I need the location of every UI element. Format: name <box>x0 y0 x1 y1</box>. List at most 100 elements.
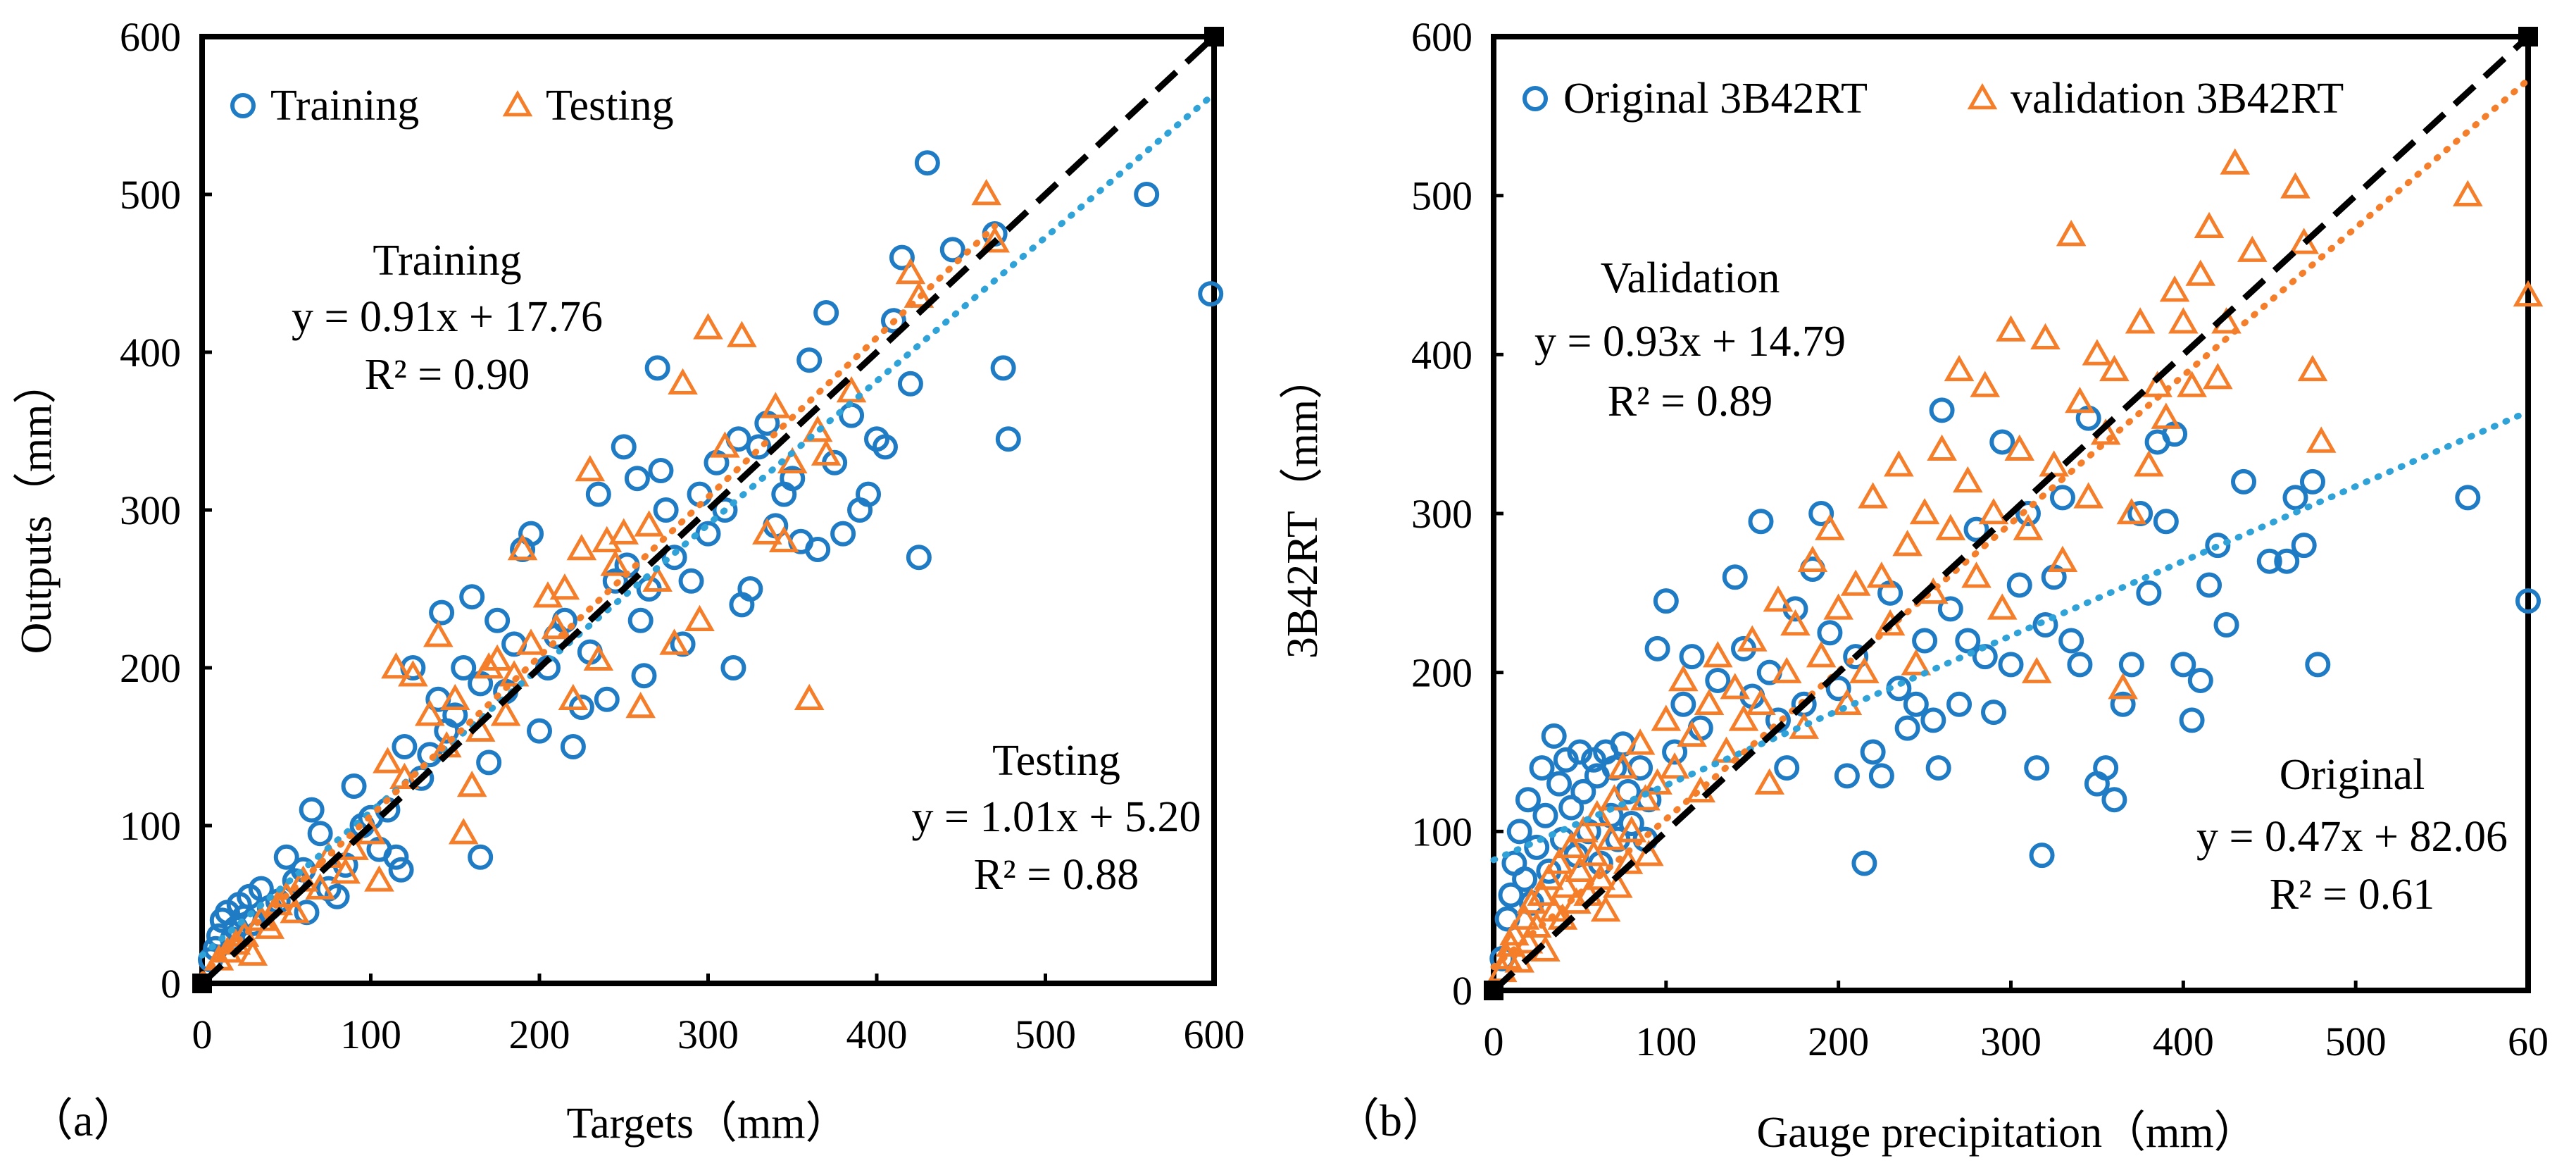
panel-a-data-point <box>527 718 552 744</box>
panel-b-data-point <box>2299 468 2325 495</box>
panel-a-data-point <box>939 237 965 263</box>
panel-b-annotation-line: y = 0.47x + 82.06 <box>2196 813 2508 861</box>
panel-a-data-point <box>476 750 502 776</box>
panel-a-data-point <box>594 686 620 712</box>
panel-a-data-point <box>880 308 906 334</box>
panel-a-data-point <box>566 533 597 561</box>
panel-b-data-point <box>1659 752 1690 779</box>
panel-a-data-point <box>737 576 763 602</box>
panel-b-data-point <box>1618 811 1644 837</box>
panel-b-data-point <box>1771 657 1802 683</box>
panel-b-data-point <box>1642 768 1672 795</box>
panel-a-y-axis-label: Outputs（mm） <box>13 361 61 654</box>
panel-a-panel-label: （a） <box>28 1095 138 1145</box>
panel-b-data-point <box>1498 882 1524 908</box>
panel-b-data-point <box>2116 497 2147 525</box>
panel-b-data-point <box>2013 514 2044 540</box>
panel-b-annotation-line: R² = 0.89 <box>1608 378 1772 425</box>
panel-b-data-point <box>1851 850 1877 876</box>
panel-a-data-point <box>1134 182 1160 207</box>
panel-a-data-point <box>389 762 420 790</box>
panel-b-data-point <box>1630 784 1661 811</box>
panel-b-data-point <box>1625 728 1656 755</box>
panel-a-data-point <box>583 644 614 671</box>
panel-a-data-point <box>625 691 656 719</box>
panel-b-data-point <box>1568 816 1599 843</box>
panel-a-y-tick-label: 200 <box>120 645 181 691</box>
panel-a-series-circles <box>197 150 1224 973</box>
panel-a-annotation-line: R² = 0.90 <box>365 351 530 399</box>
panel-b-legend-marker <box>1523 86 1548 111</box>
panel-a-data-point <box>627 607 654 633</box>
panel-a-data-point <box>560 734 586 759</box>
panel-b-data-point <box>1653 588 1679 614</box>
panel-b-x-axis-label: Gauge precipitation（mm） <box>1756 1109 2257 1157</box>
panel-b-data-point <box>2073 482 2103 509</box>
panel-a-data-point <box>768 526 799 553</box>
panel-b-data-point <box>2151 402 2182 429</box>
panel-b-data-point <box>2110 691 2136 717</box>
panel-b-data-point <box>1670 691 1696 717</box>
panel-b-data-point <box>2015 501 2041 526</box>
panel-b-x-tick-label: 100 <box>1635 1019 1696 1064</box>
panel-b-data-point <box>1849 657 1880 683</box>
panel-b-data-point <box>2515 588 2541 614</box>
panel-a-data-point <box>305 873 335 900</box>
panel-b-y-tick-label: 600 <box>1411 14 1473 60</box>
panel-a-annotation-line: Testing <box>992 737 1120 785</box>
panel-b-legend-label: validation 3B42RT <box>2011 75 2344 123</box>
panel-b-data-point <box>2168 307 2199 334</box>
panel-b-data-point <box>1892 530 1922 557</box>
panel-b-data-point <box>1763 585 1794 612</box>
panel-b-data-point <box>1978 497 2009 525</box>
panel-b-data-point <box>1815 514 1845 540</box>
panel-b-data-point <box>1720 673 1751 700</box>
panel-b-data-point <box>1754 768 1785 795</box>
panel-b-data-point <box>1529 755 1555 781</box>
panel-a-data-point <box>805 537 831 562</box>
panel-b-data-point <box>1748 509 1774 535</box>
panel-b-legend-marker <box>1967 82 1998 110</box>
panel-b-data-point <box>1499 919 1530 946</box>
panel-a-legend-label: Training <box>270 82 419 130</box>
panel-a-data-point <box>388 857 414 883</box>
panel-b-x-tick-label: 0 <box>1484 1019 1504 1064</box>
panel-b-data-point <box>1694 688 1725 716</box>
panel-a-data-point <box>811 439 842 466</box>
panel-b-data-point <box>2513 280 2544 307</box>
panel-b-data-point <box>1746 688 1776 716</box>
panel-b-data-point <box>1868 763 1894 789</box>
panel-b-data-point <box>1722 564 1748 590</box>
panel-a-data-point <box>558 683 589 711</box>
panel-a-data-point <box>456 770 487 797</box>
panel-a-data-point <box>451 655 477 680</box>
panel-b-data-point <box>1780 609 1811 636</box>
panel-b-data-point <box>2237 235 2268 262</box>
panel-b-data-point <box>1843 644 1869 670</box>
panel-a-data-point <box>518 521 544 547</box>
panel-b-data-point <box>1602 871 1633 898</box>
panel-b-data-point <box>1952 466 1983 493</box>
panel-a-data-point <box>608 518 639 545</box>
panel-b-data-point <box>2297 354 2328 382</box>
panel-a-y-tick-label: 600 <box>120 14 181 60</box>
panel-b-data-point <box>2029 843 2055 869</box>
panel-b-data-point <box>1825 676 1851 702</box>
panel-b-data-point <box>1937 596 1963 622</box>
panel-a-y-tick-label: 500 <box>120 172 181 218</box>
panel-a-data-point <box>906 545 932 571</box>
panel-b-data-point <box>1506 819 1532 845</box>
panel-b-data-point <box>1912 628 1938 654</box>
panel-a-data-point <box>341 773 367 799</box>
panel-a-x-tick-label: 300 <box>677 1012 739 1057</box>
panel-a-data-point <box>585 481 611 507</box>
panel-a-data-point <box>499 660 530 687</box>
panel-a-data-point <box>727 321 757 347</box>
panel-b-data-point <box>1774 755 1800 781</box>
panel-a-data-point <box>648 458 674 483</box>
panel-a-data-point <box>307 821 333 847</box>
panel-a-data-point <box>448 818 479 845</box>
panel-a-identity-line <box>199 34 1217 986</box>
panel-b-data-point <box>1556 831 1587 859</box>
panel-b-data-point <box>2125 307 2156 334</box>
